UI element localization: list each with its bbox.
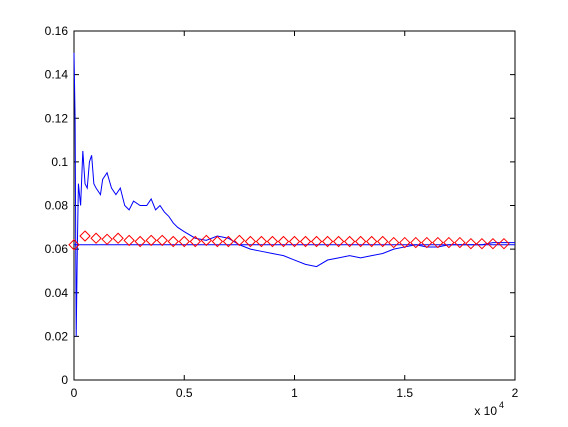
diamond-marker [79, 230, 91, 242]
diamond-marker [123, 234, 135, 247]
diamond-marker [365, 235, 378, 248]
diamond-marker [211, 235, 224, 248]
y-tick-label: 0 [61, 373, 68, 387]
y-tick-label: 0.06 [45, 242, 69, 256]
diamond-marker [266, 235, 279, 248]
diamond-marker [134, 235, 146, 248]
x-exponent: 4 [499, 400, 504, 410]
diamond-marker [200, 234, 213, 247]
diamond-marker [432, 236, 444, 249]
y-tick-label: 0.04 [45, 286, 69, 300]
diamond-marker [388, 236, 400, 249]
diamond-marker [376, 235, 389, 248]
x-tick-label: 0.5 [176, 386, 193, 400]
line-series [73, 52, 515, 337]
diamond-marker [244, 235, 257, 248]
x-tick-label: 0 [71, 386, 78, 400]
diamond-marker [443, 236, 455, 249]
diamond-marker [487, 237, 499, 250]
diamond-marker [454, 236, 466, 249]
diamond-marker [222, 235, 235, 248]
diamond-marker [343, 235, 356, 248]
diamond-marker [421, 236, 433, 249]
diamond-marker [277, 235, 290, 248]
y-tick-label: 0.02 [45, 329, 69, 343]
x-tick-label: 1.5 [396, 386, 413, 400]
diamond-marker [498, 237, 510, 250]
diamond-marker [288, 235, 301, 248]
diamond-marker [90, 232, 102, 244]
y-tick-label: 0.14 [45, 68, 69, 82]
diamond-marker [476, 237, 488, 250]
diamond-marker [332, 235, 345, 248]
y-tick-label: 0.1 [51, 155, 68, 169]
plot-area [73, 30, 516, 381]
x-tick-label: 2 [512, 386, 519, 400]
diamond-marker [68, 239, 80, 251]
y-tick-label: 0.08 [45, 199, 69, 213]
diamond-marker [156, 234, 168, 247]
diamond-marker [399, 236, 411, 249]
diamond-marker [233, 234, 246, 247]
diamond-marker [354, 235, 367, 248]
diamond-marker [145, 234, 157, 247]
diamond-marker [321, 235, 334, 248]
diamond-marker [410, 236, 422, 249]
diamond-marker [101, 233, 113, 246]
diamond-marker [310, 235, 323, 248]
y-tick-label: 0.16 [45, 24, 69, 38]
diamond-marker [178, 235, 190, 248]
x-tick-label: 1 [291, 386, 298, 400]
diamond-marker [299, 235, 312, 248]
y-tick-label: 0.12 [45, 111, 69, 125]
diamond-marker [112, 232, 124, 244]
diamond-marker [167, 235, 179, 248]
x-exponent-base: x 10 [474, 404, 497, 418]
diamond-marker [189, 235, 201, 248]
diamond-marker [465, 237, 477, 250]
diamond-marker [255, 235, 268, 248]
